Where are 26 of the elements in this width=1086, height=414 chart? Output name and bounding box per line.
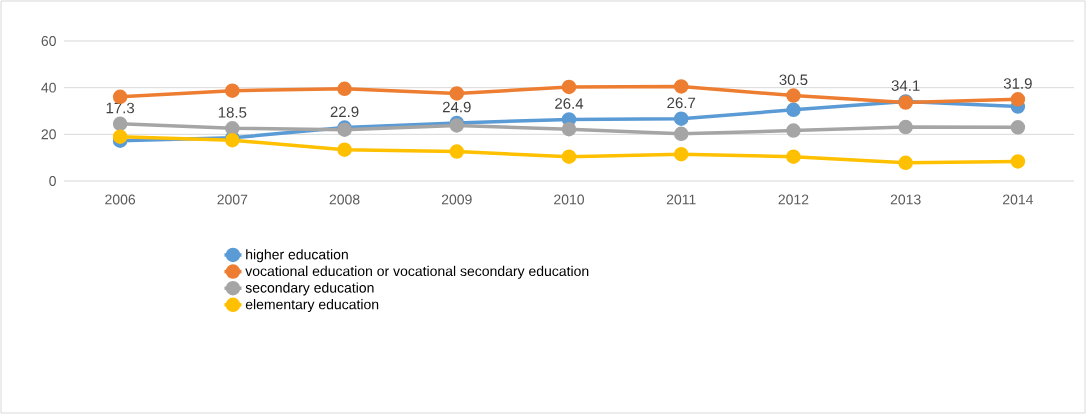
data-label: 26.7 [667, 97, 696, 109]
x-tick-label: 2008 [329, 194, 360, 205]
y-tick-label: 0 [49, 176, 56, 186]
legend-label: vocational education or vocational secondary education [245, 265, 589, 279]
legend-label: higher education [246, 249, 348, 263]
data-label: 18.5 [218, 107, 247, 118]
x-tick-label: 2007 [217, 194, 248, 205]
x-tick-label: 2010 [554, 194, 585, 205]
x-tick-label: 2014 [1003, 194, 1034, 205]
legend-label: elementary education [245, 299, 379, 313]
x-tick-label: 2012 [778, 194, 809, 205]
legend-label: secondary education [245, 282, 374, 296]
data-label: 34.1 [891, 80, 920, 91]
x-tick-label: 2013 [890, 194, 921, 205]
x-tick-label: 2009 [441, 194, 472, 205]
x-tick-label: 2006 [105, 194, 136, 205]
data-label: 22.9 [330, 106, 359, 118]
data-label: 26.4 [555, 98, 584, 109]
data-label: 24.9 [442, 101, 471, 113]
data-label: 30.5 [779, 74, 808, 86]
x-tick-label: 2011 [666, 194, 696, 205]
y-tick-label: 60 [41, 36, 56, 46]
y-tick-label: 40 [41, 82, 56, 93]
y-tick-label: 20 [41, 129, 56, 140]
data-label: 31.9 [1003, 78, 1032, 89]
data-label: 17.3 [106, 102, 135, 114]
